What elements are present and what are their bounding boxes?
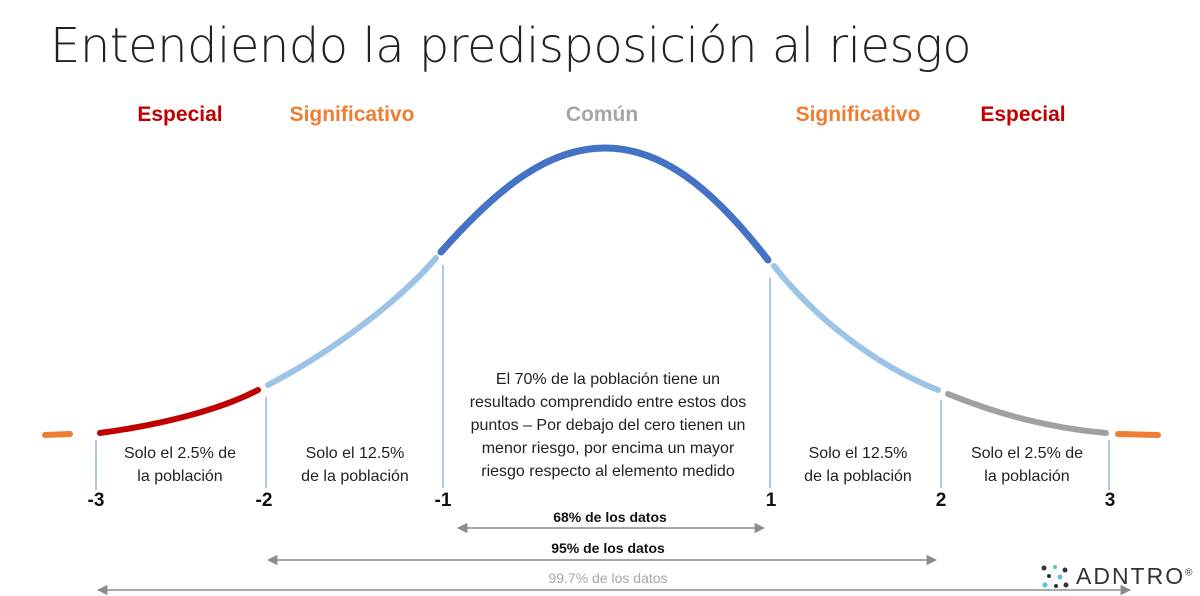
curve-especial-left	[97, 387, 261, 436]
curve-significativo-left	[265, 255, 439, 388]
zone-label-significativo-right: Significativo	[795, 103, 921, 126]
note-center-line-3: puntos – Por debajo del cero tienen un	[470, 417, 746, 434]
note-right-outer-line-2: la población	[984, 468, 1070, 485]
note-center-line-1: El 70% de la población tiene un	[495, 371, 721, 388]
note-left-inner: Solo el 12.5% de la población	[280, 442, 430, 488]
note-right-inner-line-2: de la población	[804, 468, 912, 485]
note-center-line-5: riesgo respecto al elemento medido	[481, 463, 735, 480]
range-label-68: 68% de los datos	[553, 509, 667, 525]
zone-label-comun: Común	[565, 103, 639, 126]
range-label-95: 95% de los datos	[551, 540, 665, 556]
note-center-line-2: resultado comprendido entre estos dos	[469, 394, 747, 411]
curve-tail-left	[42, 431, 73, 438]
tick-label-minus-2: -2	[255, 490, 273, 511]
range-label-997: 99.7% de los datos	[548, 570, 667, 586]
tick-label-1: 1	[765, 490, 777, 511]
note-left-outer: Solo el 2.5% de la población	[105, 442, 255, 488]
note-right-outer-line-1: Solo el 2.5% de	[970, 445, 1084, 462]
note-right-inner-line-1: Solo el 12.5%	[808, 445, 908, 462]
zone-label-especial-left: Especial	[137, 103, 223, 126]
note-right-outer: Solo el 2.5% de la población	[952, 442, 1102, 488]
adntro-logo-icon	[1041, 564, 1069, 588]
tick-label-2: 2	[935, 490, 947, 511]
note-left-outer-line-2: la población	[137, 468, 223, 485]
curve-comun	[437, 144, 772, 264]
curve-gray-right	[945, 391, 1109, 436]
tick-label-minus-3: -3	[87, 490, 105, 511]
tick-label-minus-1: -1	[434, 490, 452, 511]
note-center-line-4: menor riesgo, por encima un mayor	[481, 440, 735, 457]
zone-label-especial-right: Especial	[980, 103, 1066, 126]
note-right-inner: Solo el 12.5% de la población	[783, 442, 933, 488]
note-center: El 70% de la población tiene un resultad…	[452, 368, 764, 483]
curve-tail-right	[1115, 431, 1161, 438]
adntro-logo-text: ADNTRO®	[1076, 563, 1195, 589]
curve-significativo-right	[771, 263, 941, 393]
page-title: Entendiendo la predisposición al riesgo	[50, 18, 972, 74]
adntro-logo: ADNTRO®	[1040, 563, 1195, 590]
note-left-inner-line-1: Solo el 12.5%	[305, 445, 405, 462]
zone-label-significativo-left: Significativo	[289, 103, 415, 126]
note-left-outer-line-1: Solo el 2.5% de	[123, 445, 237, 462]
tick-label-3: 3	[1104, 490, 1116, 511]
note-left-inner-line-2: de la población	[301, 468, 409, 485]
